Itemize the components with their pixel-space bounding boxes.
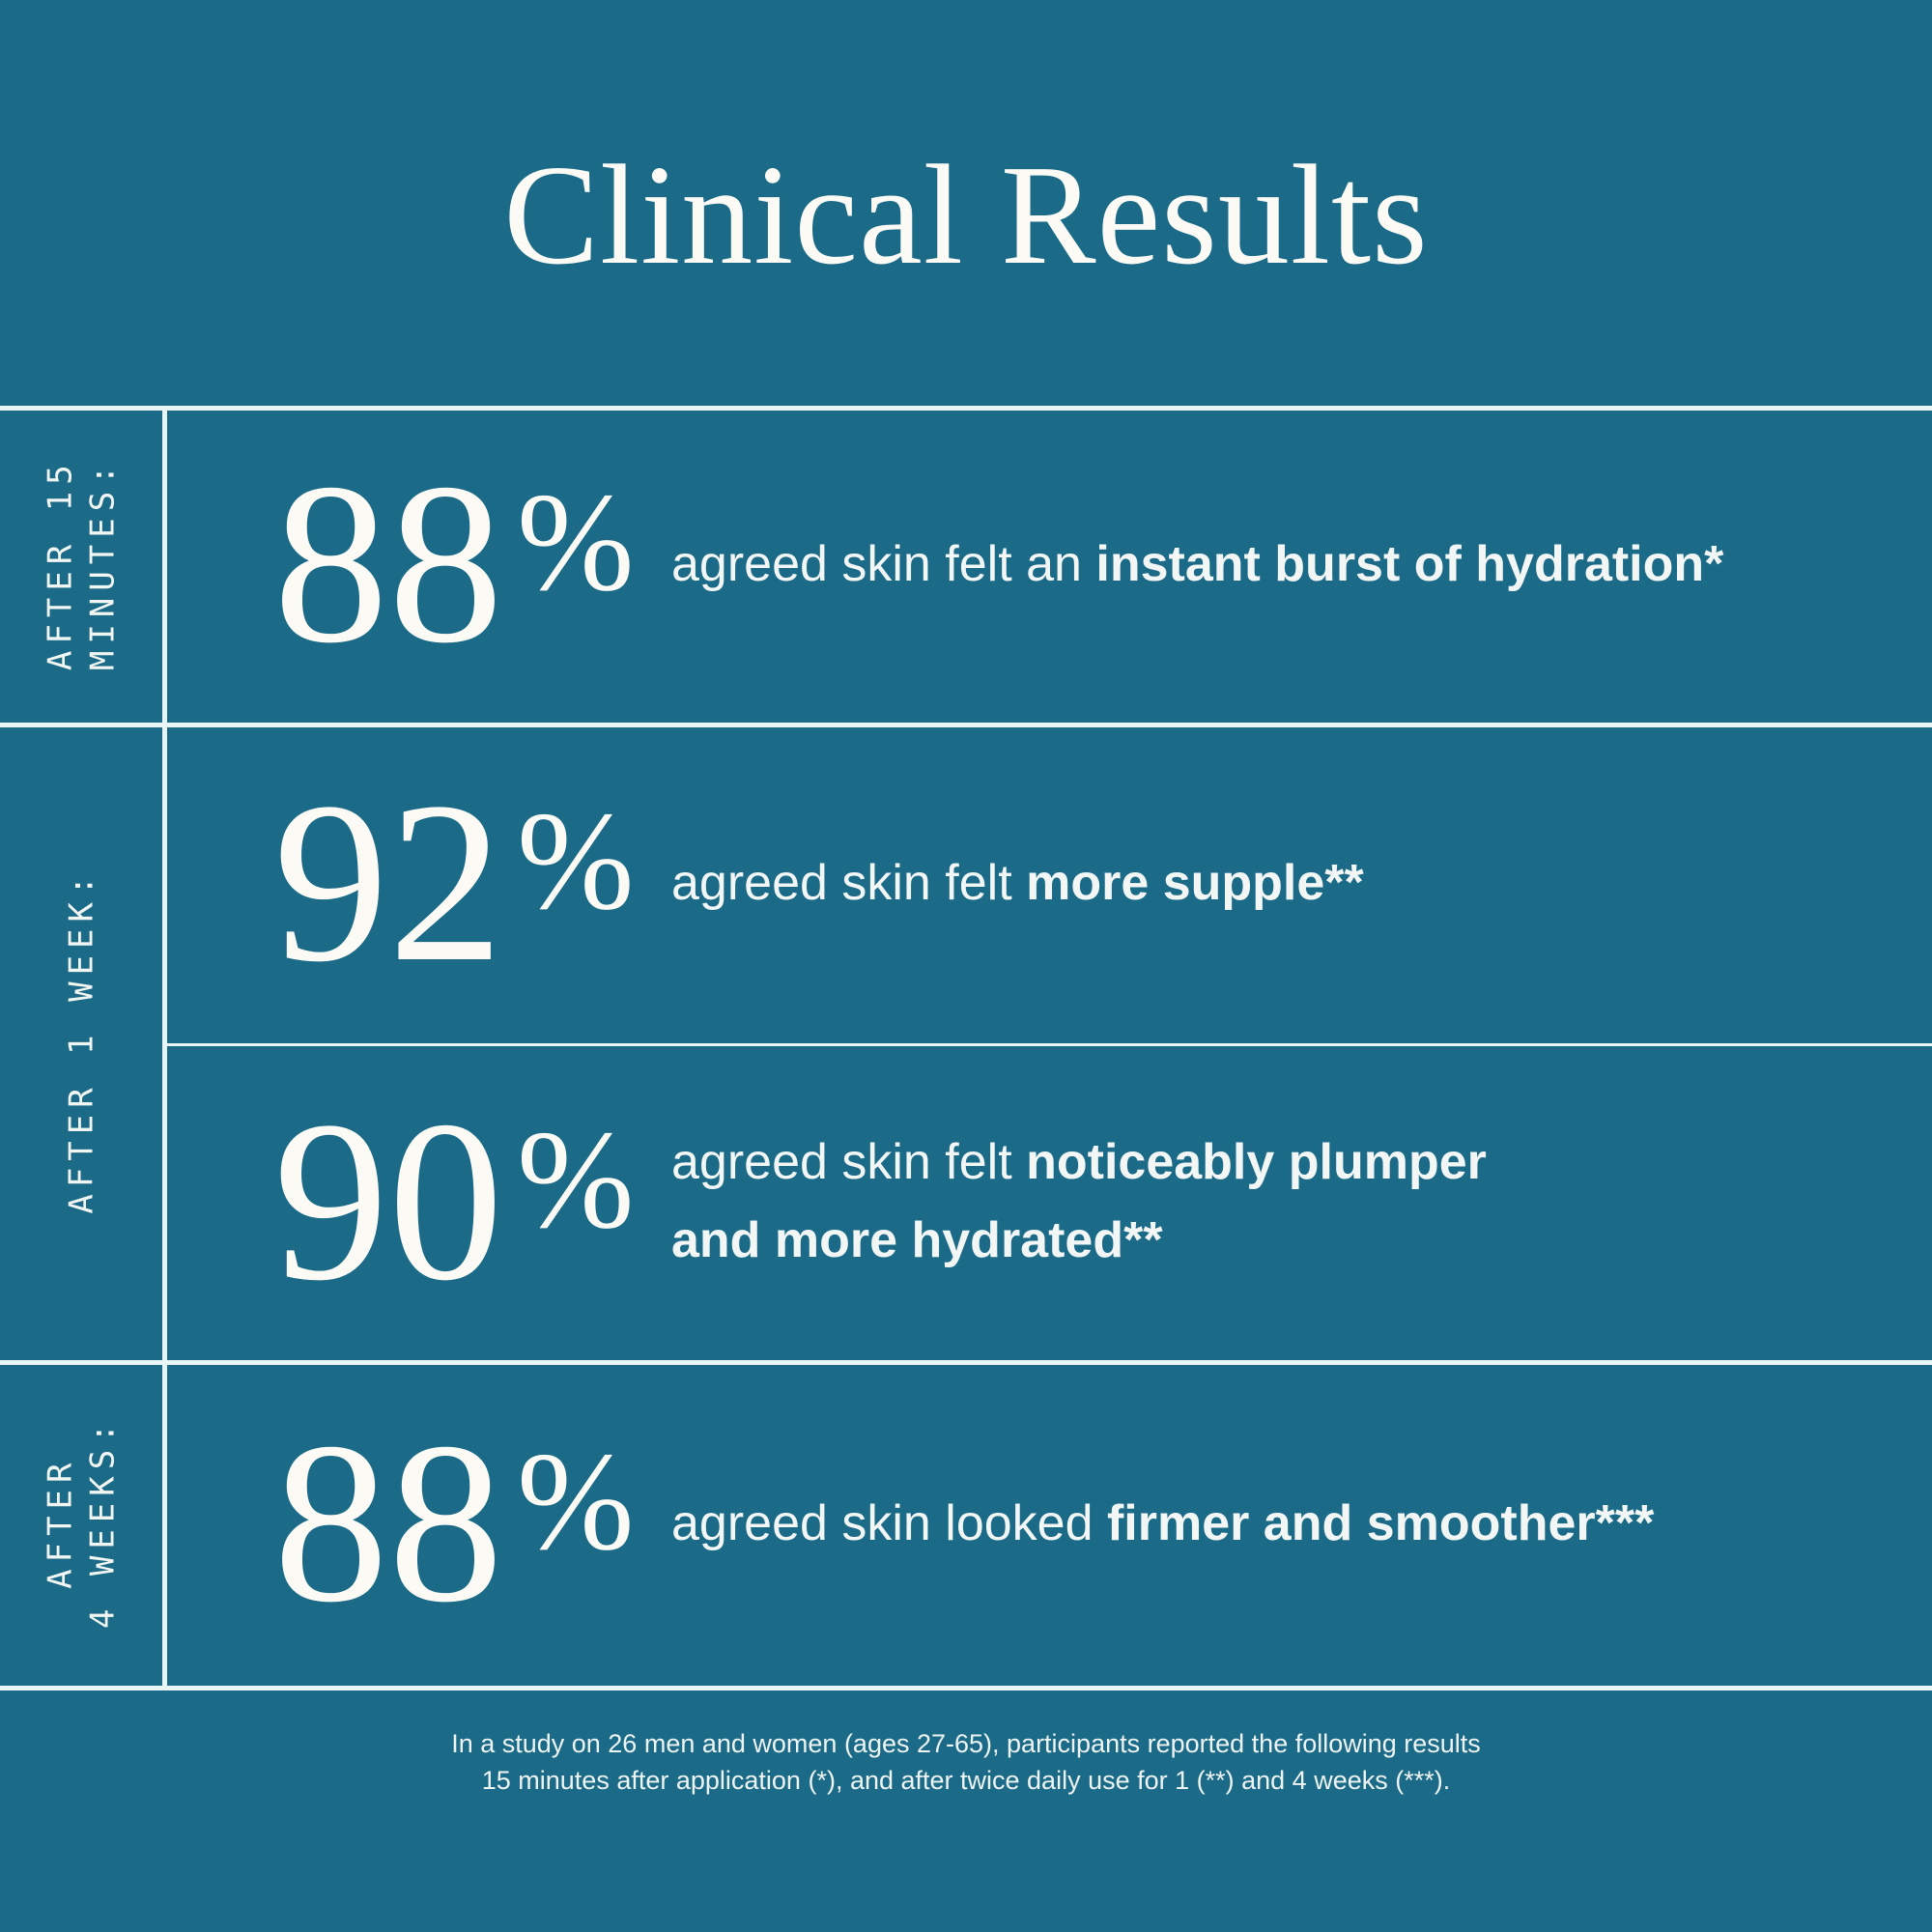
side-label-text: AFTER 1 WEEK: bbox=[62, 868, 101, 1214]
result-text: agreed skin felt an instant burst of hyd… bbox=[671, 526, 1723, 604]
side-label-text: 4 WEEKS: bbox=[84, 1416, 124, 1630]
percent-value: 92% bbox=[273, 768, 668, 998]
footnote-line-2: 15 minutes after application (*), and af… bbox=[481, 1766, 1451, 1796]
side-label-after-1-week: AFTER 1 WEEK: bbox=[0, 723, 164, 1360]
result-text: agreed skin felt noticeably plumper and … bbox=[671, 1123, 1487, 1279]
result-row-plumper: 90% agreed skin felt noticeably plumper … bbox=[167, 1046, 1932, 1357]
result-text-bold: firmer and smoother*** bbox=[1106, 1494, 1655, 1551]
divider-top bbox=[0, 406, 1932, 411]
result-text-bold: instant burst of hydration* bbox=[1095, 535, 1724, 592]
result-row-hydration: 88% agreed skin felt an instant burst of… bbox=[167, 408, 1932, 721]
divider-bottom bbox=[0, 1686, 1932, 1690]
percent-value: 88% bbox=[273, 1408, 668, 1638]
percent-value: 90% bbox=[273, 1087, 668, 1317]
result-text-regular: agreed skin felt an bbox=[671, 535, 1096, 592]
result-text-regular: agreed skin looked bbox=[671, 1494, 1107, 1551]
divider-row3-row4 bbox=[0, 1360, 1932, 1365]
result-text-bold: noticeably plumper bbox=[1026, 1134, 1487, 1191]
page-title: Clinical Results bbox=[503, 136, 1429, 295]
percent-number: 88 bbox=[273, 1396, 503, 1650]
percent-number: 88 bbox=[273, 437, 503, 691]
result-text: agreed skin looked firmer and smoother**… bbox=[671, 1485, 1654, 1563]
divider-vertical bbox=[162, 406, 167, 1689]
side-label-text: AFTER bbox=[41, 1456, 80, 1590]
result-row-firmer: 88% agreed skin looked firmer and smooth… bbox=[167, 1364, 1932, 1683]
percent-sign-icon: % bbox=[517, 782, 635, 940]
percent-value: 88% bbox=[273, 449, 668, 679]
result-text: agreed skin felt more supple** bbox=[671, 844, 1364, 923]
side-label-text: AFTER 15 bbox=[41, 458, 80, 670]
percent-sign-icon: % bbox=[517, 1101, 635, 1259]
footnote-line-1: In a study on 26 men and women (ages 27-… bbox=[451, 1729, 1481, 1758]
study-footnote: In a study on 26 men and women (ages 27-… bbox=[0, 1725, 1932, 1800]
divider-row1-row2 bbox=[0, 723, 1932, 727]
side-label-text: MINUTES: bbox=[84, 458, 124, 670]
result-row-supple: 92% agreed skin felt more supple** bbox=[167, 725, 1932, 1040]
side-label-after-4-weeks: AFTER 4 WEEKS: bbox=[0, 1360, 164, 1686]
divider-row2-row3 bbox=[164, 1043, 1932, 1046]
result-text-bold: more supple** bbox=[1026, 854, 1364, 911]
result-text-regular: agreed skin felt bbox=[671, 854, 1027, 911]
percent-sign-icon: % bbox=[517, 1423, 635, 1580]
percent-number: 92 bbox=[273, 755, 503, 1009]
result-text-regular: agreed skin felt bbox=[671, 1134, 1027, 1191]
result-text-bold-line2: and more hydrated** bbox=[671, 1212, 1163, 1268]
side-label-after-15-minutes: AFTER 15 MINUTES: bbox=[0, 406, 164, 723]
percent-number: 90 bbox=[273, 1074, 503, 1328]
percent-sign-icon: % bbox=[517, 464, 635, 621]
